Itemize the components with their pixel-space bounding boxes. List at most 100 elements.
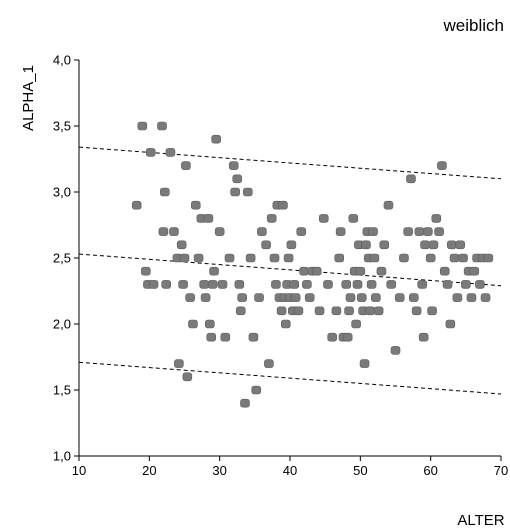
- data-point: [157, 122, 166, 130]
- data-point: [406, 175, 415, 183]
- data-point: [277, 307, 286, 315]
- data-point: [328, 333, 337, 341]
- data-point: [177, 241, 186, 249]
- data-point: [290, 280, 299, 288]
- data-point: [246, 254, 255, 262]
- y-tick-label: 1,0: [53, 449, 71, 464]
- data-point: [349, 214, 358, 222]
- data-point: [440, 267, 449, 275]
- data-point: [180, 254, 189, 262]
- data-point: [305, 294, 314, 302]
- data-point: [459, 254, 468, 262]
- data-point: [447, 241, 456, 249]
- data-point: [384, 201, 393, 209]
- data-point: [432, 214, 441, 222]
- data-point: [415, 228, 424, 236]
- data-point: [470, 267, 479, 275]
- x-tick-label: 50: [353, 463, 367, 478]
- data-point: [423, 228, 432, 236]
- y-tick-label: 3,5: [53, 119, 71, 134]
- data-point: [380, 241, 389, 249]
- data-point: [418, 280, 427, 288]
- data-point: [343, 333, 352, 341]
- data-point: [409, 294, 418, 302]
- data-point: [138, 122, 147, 130]
- dashed-reference-line: [79, 362, 501, 394]
- data-point: [186, 294, 195, 302]
- data-point: [132, 201, 141, 209]
- data-point: [249, 333, 258, 341]
- data-point: [450, 254, 459, 262]
- data-point: [395, 294, 404, 302]
- data-point: [255, 294, 264, 302]
- data-point: [141, 267, 150, 275]
- data-point: [361, 241, 370, 249]
- data-point: [233, 175, 242, 183]
- x-tick-label: 70: [494, 463, 508, 478]
- data-point: [443, 280, 452, 288]
- data-point: [456, 241, 465, 249]
- y-tick-label: 4,0: [53, 53, 71, 68]
- data-point: [264, 360, 273, 368]
- data-point: [162, 280, 171, 288]
- data-point: [371, 294, 380, 302]
- data-point: [205, 320, 214, 328]
- data-point: [421, 241, 430, 249]
- data-point: [287, 241, 296, 249]
- data-point: [345, 307, 354, 315]
- data-point: [252, 386, 261, 394]
- data-point: [181, 162, 190, 170]
- data-point: [238, 294, 247, 302]
- data-point: [391, 346, 400, 354]
- data-point: [335, 254, 344, 262]
- chart-title: weiblich: [443, 16, 504, 35]
- data-point: [204, 214, 213, 222]
- data-point: [412, 307, 421, 315]
- data-point: [353, 280, 362, 288]
- data-point: [225, 254, 234, 262]
- data-point: [236, 307, 245, 315]
- data-point: [435, 228, 444, 236]
- data-point: [484, 254, 493, 262]
- data-point: [201, 294, 210, 302]
- data-point: [240, 399, 249, 407]
- data-point: [267, 214, 276, 222]
- data-point: [257, 228, 266, 236]
- data-point: [346, 294, 355, 302]
- x-tick-label: 30: [212, 463, 226, 478]
- data-point: [229, 162, 238, 170]
- data-point: [235, 280, 244, 288]
- data-point: [270, 254, 279, 262]
- data-point: [332, 307, 341, 315]
- data-point: [218, 280, 227, 288]
- data-point: [194, 254, 203, 262]
- x-tick-label: 10: [72, 463, 86, 478]
- data-point: [215, 228, 224, 236]
- data-point: [467, 294, 476, 302]
- data-point: [179, 280, 188, 288]
- data-point: [200, 280, 209, 288]
- data-point: [207, 333, 216, 341]
- data-point: [160, 188, 169, 196]
- data-point: [342, 280, 351, 288]
- data-point: [453, 294, 462, 302]
- data-point: [374, 307, 383, 315]
- data-point: [387, 280, 396, 288]
- y-axis-title: ALPHA_1: [20, 65, 37, 131]
- data-point: [191, 201, 200, 209]
- data-point: [366, 307, 375, 315]
- data-point: [294, 307, 303, 315]
- data-point: [481, 294, 490, 302]
- x-tick-label: 40: [283, 463, 297, 478]
- data-point: [166, 148, 175, 156]
- data-point: [399, 254, 408, 262]
- data-point: [446, 320, 455, 328]
- data-point: [356, 267, 365, 275]
- data-point: [297, 228, 306, 236]
- data-point: [188, 320, 197, 328]
- data-point: [336, 228, 345, 236]
- data-point: [323, 280, 332, 288]
- data-point: [312, 267, 321, 275]
- data-point: [404, 228, 413, 236]
